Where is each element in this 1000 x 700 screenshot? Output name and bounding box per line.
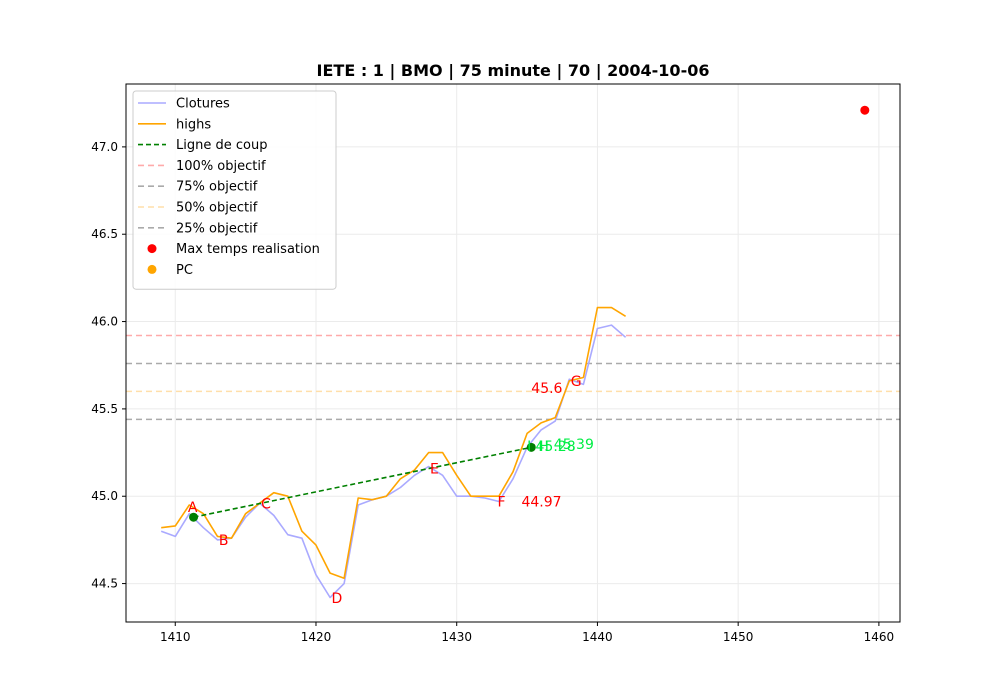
legend-swatch [147,244,157,254]
annotation-label: F [498,495,506,511]
legend-swatch [147,264,157,274]
y-tick-label: 47.0 [91,140,118,154]
annotation-label: E [430,462,439,478]
trade-line [193,446,532,518]
legend-label: 75% objectif [176,180,258,195]
x-tick-label: 1450 [723,630,754,644]
annotation-label: D [331,591,342,607]
x-tick-label: 1410 [160,630,191,644]
series-line-clotures [160,324,627,599]
max-time-point [860,105,870,115]
annotation-label: G [571,374,582,390]
x-tick-label: 1460 [864,630,895,644]
annotation-label: 45.39 [554,437,594,453]
legend-label: highs [176,117,211,132]
annotation-label: H [538,439,549,455]
x-tick-label: 1440 [582,630,613,644]
annotation-label: I [527,439,531,455]
annotation-label: A [188,500,198,516]
points [189,105,870,522]
x-tick-label: 1420 [301,630,332,644]
annotation-label: 45.28 [536,439,576,455]
legend-label: Ligne de coup [176,138,267,153]
objective-lines [126,334,900,421]
trade-point [526,442,536,452]
axis-ticks: 1410 1420 1430 1440 1450 1460 44.5 45.0 45.5 46.0… [91,140,894,644]
legend-label: 100% objectif [176,159,266,174]
x-tick-label: 1430 [441,630,472,644]
annotation-label: B [219,533,229,549]
chart-title: IETE : 1 | BMO | 75 minute | 70 | 2004-1… [317,61,710,81]
annotation-label: C [261,496,271,512]
series-lines [160,306,627,599]
grid [126,84,900,622]
y-tick-label: 46.0 [91,315,118,329]
legend: Clotures highs Ligne de coup 100% objectif 7… [132,90,337,290]
series-line-highs [161,306,627,580]
legend-label: Clotures [176,97,230,112]
legend-box [132,90,337,290]
legend-label: 25% objectif [176,221,258,236]
legend-label: 50% objectif [176,201,258,216]
y-tick-label: 45.0 [91,489,118,503]
annotation-label: 44.97 [521,495,561,511]
trade-point [189,512,199,522]
legend-label: PC [176,263,193,278]
annotation-label: 45.6 [531,381,562,397]
y-tick-label: 44.5 [91,577,118,591]
y-tick-label: 45.5 [91,402,118,416]
legend-label: Max temps realisation [176,242,320,257]
y-tick-label: 46.5 [91,227,118,241]
plot-frame [125,83,901,623]
